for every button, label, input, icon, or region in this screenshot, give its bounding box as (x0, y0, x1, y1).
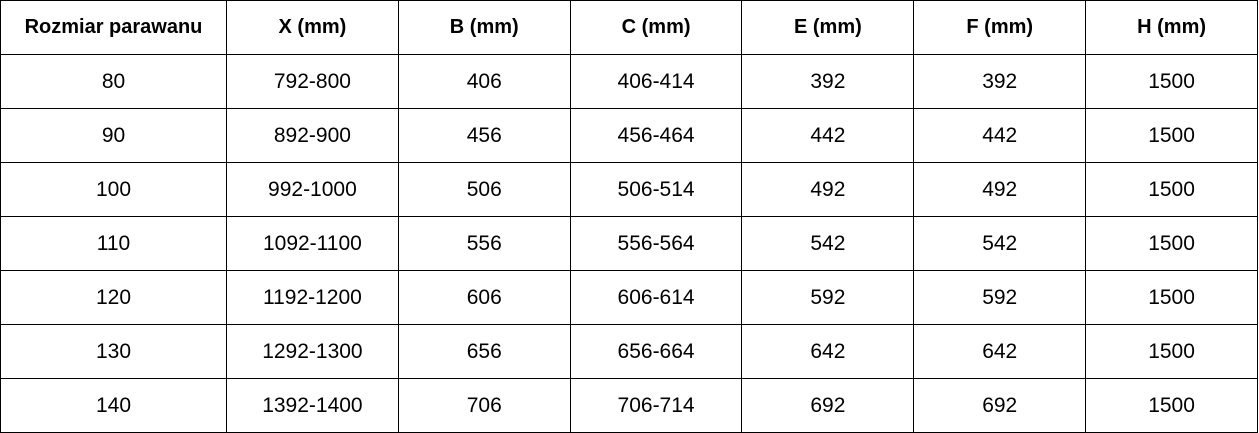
table-cell: 506 (397, 162, 571, 217)
table-cell: 706-714 (569, 378, 743, 433)
table-cell: 80 (0, 54, 227, 109)
table-cell: 642 (913, 324, 1087, 379)
table-cell: 1500 (1085, 270, 1258, 325)
table-cell: 1392-1400 (226, 378, 399, 433)
table-cell: 606 (397, 270, 571, 325)
table-cell: 1500 (1085, 108, 1258, 163)
table-row: 80 792-800 406 406-414 392 392 1500 (0, 54, 1258, 109)
table-row: 120 1192-1200 606 606-614 592 592 1500 (0, 270, 1258, 325)
table-row: 100 992-1000 506 506-514 492 492 1500 (0, 162, 1258, 217)
column-header: B (mm) (397, 0, 571, 55)
table-cell: 456-464 (569, 108, 743, 163)
table-cell: 406-414 (569, 54, 743, 109)
table-cell: 392 (913, 54, 1087, 109)
table-row: 110 1092-1100 556 556-564 542 542 1500 (0, 216, 1258, 271)
table-cell: 656-664 (569, 324, 743, 379)
table-cell: 406 (397, 54, 571, 109)
table-cell: 556-564 (569, 216, 743, 271)
table-cell: 140 (0, 378, 227, 433)
column-header: F (mm) (913, 0, 1087, 55)
table-cell: 542 (741, 216, 915, 271)
column-header: E (mm) (741, 0, 915, 55)
table-row: 90 892-900 456 456-464 442 442 1500 (0, 108, 1258, 163)
table-cell: 120 (0, 270, 227, 325)
column-header: Rozmiar parawanu (0, 0, 227, 55)
table-cell: 606-614 (569, 270, 743, 325)
table-cell: 542 (913, 216, 1087, 271)
table-cell: 442 (913, 108, 1087, 163)
column-header: X (mm) (226, 0, 399, 55)
table-cell: 1500 (1085, 162, 1258, 217)
table-cell: 706 (397, 378, 571, 433)
table-row: 140 1392-1400 706 706-714 692 692 1500 (0, 378, 1258, 433)
table-cell: 642 (741, 324, 915, 379)
table-cell: 456 (397, 108, 571, 163)
table-cell: 656 (397, 324, 571, 379)
table-cell: 592 (741, 270, 915, 325)
table-cell: 1092-1100 (226, 216, 399, 271)
table-cell: 492 (913, 162, 1087, 217)
header-row: Rozmiar parawanu X (mm) B (mm) C (mm) E (mm)… (0, 0, 1258, 55)
table-cell: 1192-1200 (226, 270, 399, 325)
table-cell: 556 (397, 216, 571, 271)
table-cell: 692 (913, 378, 1087, 433)
table-cell: 110 (0, 216, 227, 271)
table-cell: 130 (0, 324, 227, 379)
table-cell: 90 (0, 108, 227, 163)
table-cell: 1500 (1085, 54, 1258, 109)
table-cell: 592 (913, 270, 1087, 325)
table-cell: 692 (741, 378, 915, 433)
table-cell: 442 (741, 108, 915, 163)
table-row: 130 1292-1300 656 656-664 642 642 1500 (0, 324, 1258, 379)
table-cell: 792-800 (226, 54, 399, 109)
table-cell: 892-900 (226, 108, 399, 163)
table-cell: 100 (0, 162, 227, 217)
table-cell: 492 (741, 162, 915, 217)
table-cell: 506-514 (569, 162, 743, 217)
table-cell: 1500 (1085, 378, 1258, 433)
table-cell: 1500 (1085, 324, 1258, 379)
column-header: H (mm) (1085, 0, 1258, 55)
table-cell: 992-1000 (226, 162, 399, 217)
table-cell: 392 (741, 54, 915, 109)
column-header: C (mm) (569, 0, 743, 55)
table-cell: 1292-1300 (226, 324, 399, 379)
table-cell: 1500 (1085, 216, 1258, 271)
